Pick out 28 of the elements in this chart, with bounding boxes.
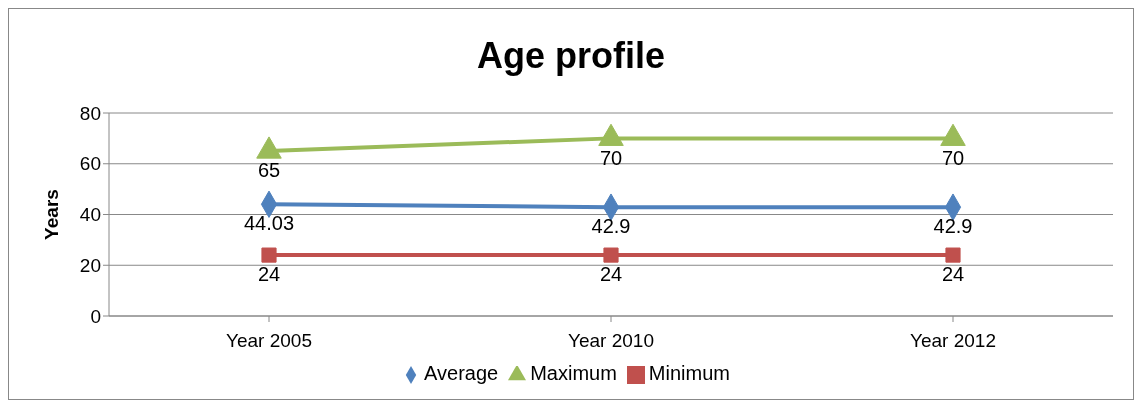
data-label: 65	[257, 159, 281, 182]
data-label: 24	[599, 263, 623, 286]
x-tick-label: Year 2012	[910, 330, 996, 352]
y-axis-title: Years	[40, 189, 62, 240]
data-label: 42.9	[591, 215, 631, 238]
point	[261, 247, 277, 263]
point	[256, 136, 282, 159]
point	[598, 123, 624, 146]
data-label: 44.03	[243, 212, 295, 235]
y-tick-label: 60	[79, 153, 101, 175]
y-tick-label: 40	[79, 204, 101, 226]
point	[945, 247, 961, 263]
data-label: 70	[599, 146, 623, 169]
legend-label: Average	[424, 362, 499, 384]
legend-label: Maximum	[530, 362, 617, 384]
point	[940, 123, 966, 146]
y-tick-label: 80	[79, 102, 101, 124]
data-label: 24	[941, 263, 965, 286]
y-tick-label: 20	[79, 254, 101, 276]
point	[603, 247, 619, 263]
data-label: 24	[257, 263, 281, 286]
x-tick-label: Year 2010	[568, 330, 654, 352]
legend-label: Minimum	[648, 362, 730, 384]
x-tick-label: Year 2005	[226, 330, 312, 352]
data-label: 70	[941, 146, 965, 169]
chart-title: Age profile	[476, 35, 666, 78]
data-label: 42.9	[933, 215, 973, 238]
y-tick-label: 0	[90, 305, 101, 327]
